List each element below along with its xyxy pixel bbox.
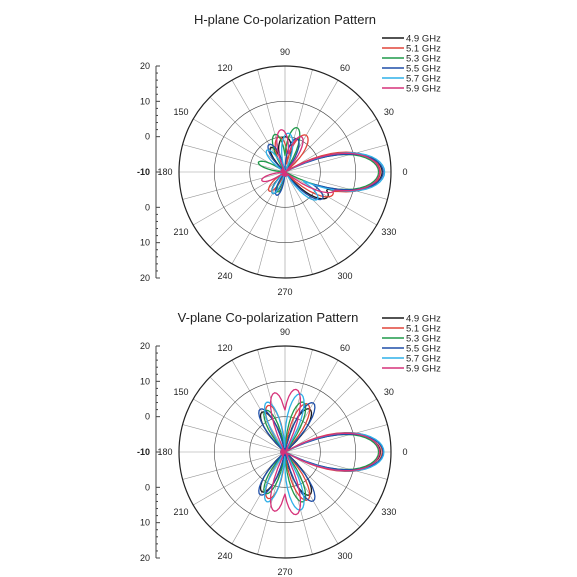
angle-tick-label: 210 bbox=[174, 227, 189, 237]
radial-tick-label: 0 bbox=[145, 412, 150, 422]
legend-label: 5.5 GHz bbox=[406, 64, 441, 75]
angular-gridline bbox=[284, 171, 388, 200]
legend-label: 5.3 GHz bbox=[406, 334, 441, 345]
angle-tick-label: 30 bbox=[384, 107, 394, 117]
legend-label: 5.1 GHz bbox=[406, 44, 441, 55]
angular-gridline bbox=[182, 424, 286, 453]
angle-tick-label: 150 bbox=[174, 107, 189, 117]
angle-tick-label: 270 bbox=[277, 567, 292, 577]
angular-gridline bbox=[284, 171, 339, 264]
angle-tick-label: 330 bbox=[381, 227, 396, 237]
legend-label: 5.7 GHz bbox=[406, 74, 441, 85]
angle-tick-label: 150 bbox=[174, 387, 189, 397]
outer-ring bbox=[178, 345, 392, 559]
angular-gridline bbox=[209, 96, 286, 173]
radial-tick-label: 10 bbox=[140, 96, 150, 106]
angle-tick-label: 120 bbox=[217, 343, 232, 353]
series-trace bbox=[269, 388, 381, 516]
angle-tick-label: 0 bbox=[402, 447, 407, 457]
legend-label: 5.5 GHz bbox=[406, 344, 441, 355]
legend-label: 4.9 GHz bbox=[406, 314, 441, 325]
angular-gridline bbox=[182, 171, 286, 200]
radial-gridline bbox=[249, 416, 321, 488]
radial-tick-label: 20 bbox=[140, 273, 150, 283]
angular-gridline bbox=[257, 69, 286, 173]
angular-gridline bbox=[182, 451, 286, 480]
series-trace bbox=[265, 132, 386, 201]
outer-ring bbox=[178, 65, 392, 279]
angular-gridline bbox=[284, 144, 388, 173]
radial-tick-label-center: -10 bbox=[137, 447, 150, 457]
radial-tick-label: 0 bbox=[145, 202, 150, 212]
angular-gridline bbox=[209, 171, 286, 248]
legend-label: 5.9 GHz bbox=[406, 84, 441, 95]
radial-tick-label: 10 bbox=[140, 518, 150, 528]
radial-tick-label: 0 bbox=[145, 132, 150, 142]
radial-tick-label: 20 bbox=[140, 553, 150, 563]
angular-gridline bbox=[284, 171, 377, 226]
legend-label: 5.3 GHz bbox=[406, 54, 441, 65]
radial-tick-label: 10 bbox=[140, 238, 150, 248]
angle-tick-label: 90 bbox=[280, 327, 290, 337]
angular-gridline bbox=[284, 451, 377, 506]
angular-gridline bbox=[193, 398, 286, 453]
angle-tick-label: 180 bbox=[157, 167, 172, 177]
radial-tick-label-center: -10 bbox=[137, 167, 150, 177]
angle-tick-label: 210 bbox=[174, 507, 189, 517]
angle-tick-label: 0 bbox=[402, 167, 407, 177]
chart-title: H-plane Co-polarization Pattern bbox=[194, 12, 376, 27]
v-plane-chart: V-plane Co-polarization Pattern 0 30 60 90 12… bbox=[137, 310, 441, 577]
legend-label: 5.9 GHz bbox=[406, 364, 441, 375]
angular-gridline bbox=[193, 451, 286, 506]
radial-gridline bbox=[214, 381, 356, 523]
radial-tick-label: 20 bbox=[140, 341, 150, 351]
angle-tick-label: 60 bbox=[340, 343, 350, 353]
angle-tick-label: 240 bbox=[217, 551, 232, 561]
angle-tick-label: 300 bbox=[337, 271, 352, 281]
angular-gridline bbox=[231, 451, 286, 544]
chart-title: V-plane Co-polarization Pattern bbox=[178, 310, 359, 325]
legend-label: 4.9 GHz bbox=[406, 34, 441, 45]
angular-gridline bbox=[284, 398, 377, 453]
angle-tick-label: 90 bbox=[280, 47, 290, 57]
angular-gridline bbox=[284, 171, 313, 275]
angle-tick-label: 300 bbox=[337, 551, 352, 561]
radial-tick-label: 20 bbox=[140, 61, 150, 71]
angle-tick-label: 180 bbox=[157, 447, 172, 457]
angle-tick-label: 60 bbox=[340, 63, 350, 73]
legend-label: 5.1 GHz bbox=[406, 324, 441, 335]
angular-gridline bbox=[231, 360, 286, 453]
angular-gridline bbox=[182, 144, 286, 173]
angle-tick-label: 270 bbox=[277, 287, 292, 297]
radial-tick-label: 0 bbox=[145, 482, 150, 492]
series-trace bbox=[261, 129, 381, 194]
angular-gridline bbox=[257, 171, 286, 275]
angular-gridline bbox=[284, 171, 361, 248]
angular-gridline bbox=[284, 451, 388, 480]
angle-tick-label: 120 bbox=[217, 63, 232, 73]
h-plane-chart: H-plane Co-polarization Pattern 0 30 60 90 12… bbox=[137, 12, 441, 297]
legend-label: 5.7 GHz bbox=[406, 354, 441, 365]
radial-gridline bbox=[214, 101, 356, 243]
radial-tick-label: 10 bbox=[140, 376, 150, 386]
angle-tick-label: 330 bbox=[381, 507, 396, 517]
angular-gridline bbox=[284, 424, 388, 453]
angle-tick-label: 240 bbox=[217, 271, 232, 281]
angle-tick-label: 30 bbox=[384, 387, 394, 397]
